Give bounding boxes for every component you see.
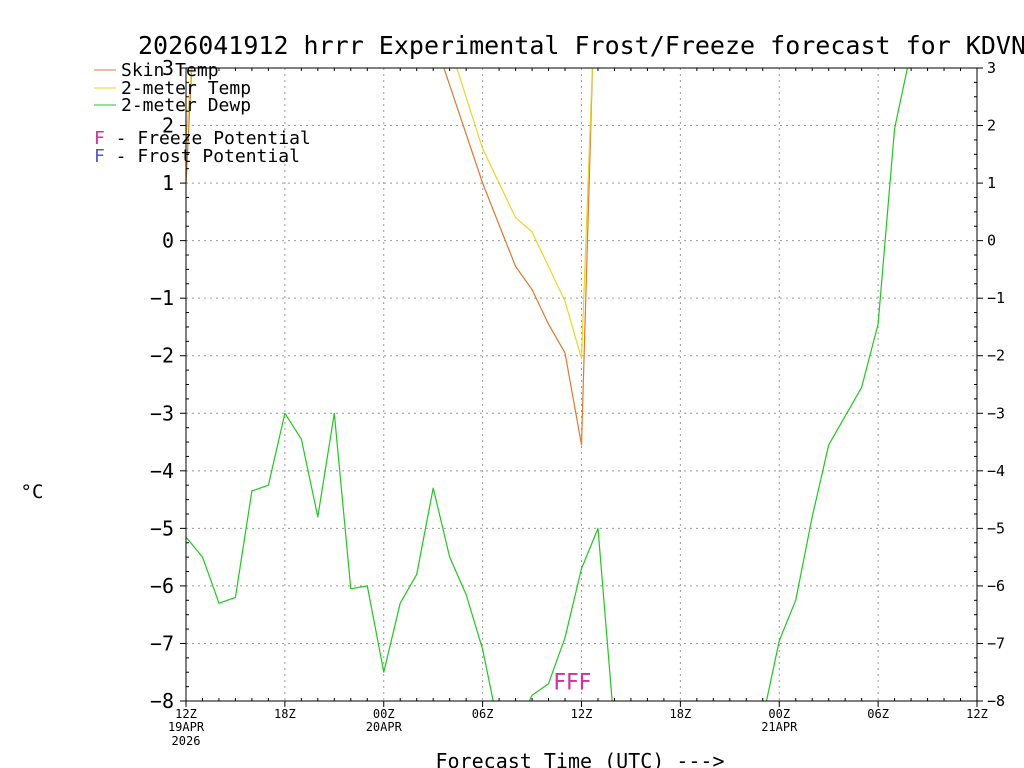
freeze-potential-letter: F: [94, 128, 105, 149]
grid-lines: [186, 68, 977, 701]
y-tick-label-left: −8: [150, 689, 174, 713]
x-tick-date-label: 21APR: [761, 720, 798, 734]
y-tick-label-right: −2: [987, 347, 1005, 365]
y-tick-label-right: −6: [987, 577, 1005, 595]
y-tick-label-left: 2: [162, 114, 174, 138]
y-tick-label-right: 3: [987, 59, 996, 77]
y-axis-label: °C: [21, 481, 44, 503]
legend-label-skin-temp: Skin Temp: [121, 60, 219, 81]
plot-frame: [185, 67, 978, 702]
freeze-potential-label: - Freeze Potential: [105, 128, 311, 149]
y-tick-label-right: −8: [987, 692, 1005, 710]
x-tick-label: 00Z: [768, 707, 790, 721]
axis-ticks: [180, 67, 983, 707]
x-tick-date-label: 20APR: [366, 720, 403, 734]
x-tick-label: 18Z: [274, 707, 296, 721]
y-tick-label-right: −4: [987, 462, 1005, 480]
x-tick-label: 12Z: [175, 707, 197, 721]
y-tick-label-left: −2: [150, 344, 174, 368]
y-tick-label-left: 3: [162, 56, 174, 80]
y-tick-label-left: −7: [150, 631, 174, 655]
series-line-2-meter-dewp: [186, 68, 909, 701]
y-tick-label-left: 1: [162, 171, 174, 195]
x-tick-label: 06Z: [472, 707, 494, 721]
y-tick-label-left: −4: [150, 459, 174, 483]
x-tick-label: 12Z: [571, 707, 593, 721]
y-tick-label-right: −1: [987, 289, 1005, 307]
y-tick-label-left: −3: [150, 401, 174, 425]
frost-potential-key: F - Frost Potential: [94, 146, 300, 167]
y-tick-label-left: −5: [150, 516, 174, 540]
legend-label-2m-temp: 2-meter Temp: [121, 78, 251, 99]
legend: Skin Temp 2-meter Temp 2-meter Dewp F - …: [94, 60, 311, 167]
x-tick-label: 06Z: [867, 707, 889, 721]
x-tick-year-label: 2026: [172, 734, 201, 748]
y-tick-label-right: −5: [987, 519, 1005, 537]
freeze-potential-marker: FFF: [553, 670, 591, 695]
x-axis-label: Forecast Time (UTC) --->: [436, 749, 725, 768]
y-tick-label-left: 0: [162, 229, 174, 253]
chart-title: 2026041912 hrrr Experimental Frost/Freez…: [138, 31, 1024, 60]
y-tick-label-right: 0: [987, 232, 996, 250]
x-tick-label: 18Z: [670, 707, 692, 721]
x-tick-date-label: 19APR: [168, 720, 205, 734]
y-tick-label-right: 1: [987, 174, 996, 192]
axis-labels: −8 −8 −7 −7 −6 −6 −5 −5 −4 −4 −3 −3 −2 −2 −1 −1 0 0 1 1 2 2 3 3…: [150, 56, 1005, 748]
series-lines: [186, 68, 909, 701]
y-tick-label-left: −6: [150, 574, 174, 598]
series-line-skin-temp: [186, 68, 594, 446]
y-tick-label-right: −3: [987, 404, 1005, 422]
frost-potential-letter: F: [94, 146, 105, 167]
x-tick-label: 12Z: [966, 707, 988, 721]
freeze-potential-key: F - Freeze Potential: [94, 128, 311, 149]
series-line-2-meter-temp: [186, 68, 593, 360]
y-tick-label-left: −1: [150, 286, 174, 310]
y-tick-label-right: 2: [987, 117, 996, 135]
y-tick-label-right: −7: [987, 634, 1005, 652]
frost-potential-label: - Frost Potential: [105, 146, 300, 167]
legend-label-2m-dewp: 2-meter Dewp: [121, 95, 251, 116]
x-tick-label: 00Z: [373, 707, 395, 721]
annotations: FFF: [553, 670, 591, 695]
